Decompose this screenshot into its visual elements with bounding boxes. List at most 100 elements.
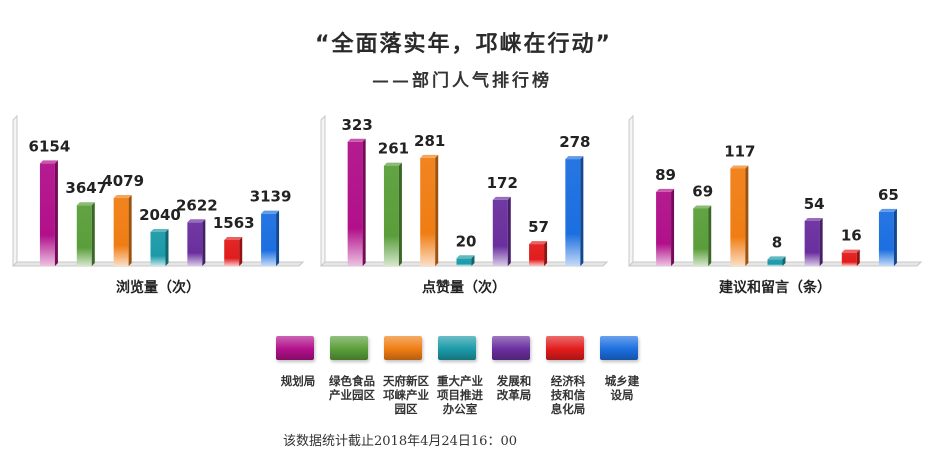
bar-2-1 — [347, 141, 363, 266]
legend-swatch — [276, 336, 314, 360]
legend-swatch — [438, 336, 476, 360]
bar-top-3-2 — [693, 205, 712, 209]
legend-label: 经济科 技和信 息化局 — [550, 374, 586, 416]
bar-side-1-1 — [54, 160, 58, 266]
bar-side-1-4 — [165, 229, 169, 266]
data-label-3-2: 69 — [692, 183, 713, 201]
axis-label-2: 点赞量（次） — [422, 279, 506, 296]
legend-item: 经济科 技和信 息化局 — [540, 336, 596, 416]
legend-swatch — [546, 336, 584, 360]
bar-1-2 — [76, 205, 92, 266]
bar-top-3-1 — [656, 188, 675, 192]
bar-top-2-1 — [347, 138, 366, 142]
bar-side-1-7 — [276, 210, 280, 266]
bar-side-3-5 — [819, 218, 823, 266]
bar-3-5 — [804, 221, 820, 266]
data-label-2-7: 278 — [559, 133, 590, 151]
bar-side-1-6 — [239, 236, 243, 266]
footnote: 该数据统计截止2018年4月24日16：00 — [283, 434, 517, 449]
bar-side-2-5 — [507, 196, 511, 266]
bar-3-6 — [841, 252, 857, 266]
data-label-1-1: 6154 — [29, 137, 71, 155]
data-label-1-3: 4079 — [102, 172, 144, 190]
bar-2-2 — [383, 165, 399, 266]
data-label-2-4: 20 — [456, 232, 477, 250]
bar-top-3-7 — [878, 208, 897, 212]
data-label-1-5: 2622 — [176, 196, 218, 214]
bar-1-6 — [224, 239, 240, 266]
bar-top-2-2 — [383, 162, 402, 166]
legend-item: 重大产业 项目推进 办公室 — [432, 336, 488, 416]
bar-side-1-3 — [128, 195, 132, 266]
legend-label: 绿色食品 产业园区 — [329, 374, 375, 402]
data-label-1-2: 3647 — [65, 179, 107, 197]
bar-3-4 — [767, 259, 783, 266]
bar-side-2-7 — [580, 156, 584, 266]
bar-1-1 — [39, 163, 55, 266]
bar-3-2 — [693, 208, 709, 266]
legend-swatch — [600, 336, 638, 360]
page-title: “全面落实年，邛崃在行动” — [315, 32, 612, 57]
legend-item: 绿色食品 产业园区 — [324, 336, 380, 402]
bar-2-3 — [420, 157, 436, 266]
data-label-2-5: 172 — [487, 174, 518, 192]
data-label-2-2: 261 — [378, 140, 409, 158]
bar-side-2-2 — [398, 162, 402, 266]
bar-side-3-7 — [893, 208, 897, 266]
bar-top-1-2 — [76, 202, 95, 206]
data-label-3-3: 117 — [724, 143, 755, 161]
legend-item: 城乡建 设局 — [594, 336, 650, 402]
bar-top-2-7 — [565, 156, 584, 160]
bar-side-3-6 — [856, 249, 860, 266]
bar-2-5 — [492, 199, 508, 266]
bar-side-1-5 — [202, 219, 206, 266]
legend: 规划局 绿色食品 产业园区 天府新区 邛崃产业 园区 重大产业 项目推进 办公室 发展和… — [270, 336, 650, 436]
bar-top-1-1 — [39, 160, 58, 164]
data-label-3-5: 54 — [804, 195, 825, 213]
bar-top-2-4 — [456, 255, 475, 259]
bar-side-2-6 — [544, 241, 548, 266]
legend-label: 规划局 — [280, 374, 316, 388]
bar-3-3 — [730, 168, 746, 266]
bar-2-6 — [529, 244, 545, 266]
bar-side-3-3 — [745, 165, 749, 266]
axis-label-1: 浏览量（次） — [116, 279, 200, 296]
bar-side-2-3 — [435, 154, 439, 266]
data-label-3-7: 65 — [878, 186, 899, 204]
legend-swatch — [492, 336, 530, 360]
legend-item: 发展和 改革局 — [486, 336, 542, 402]
bar-top-1-7 — [261, 210, 280, 214]
bar-top-1-5 — [187, 219, 206, 223]
bar-2-7 — [565, 159, 581, 266]
bar-side-3-2 — [708, 205, 712, 266]
legend-swatch — [330, 336, 368, 360]
legend-item: 天府新区 邛崃产业 园区 — [378, 336, 434, 416]
bar-top-3-3 — [730, 165, 749, 169]
chart-panel-2: 323 261 281 20 172 57 278 点赞量（次） — [319, 114, 609, 296]
bar-top-1-3 — [113, 195, 132, 199]
bar-side-1-2 — [91, 202, 95, 266]
data-label-3-6: 16 — [841, 227, 862, 245]
legend-label: 城乡建 设局 — [604, 374, 640, 402]
bar-side-2-1 — [362, 138, 366, 266]
legend-item: 规划局 — [270, 336, 326, 388]
data-label-1-7: 3139 — [250, 188, 292, 206]
bar-top-1-4 — [150, 229, 169, 232]
bar-top-3-6 — [841, 249, 860, 253]
data-label-2-1: 323 — [341, 116, 372, 134]
legend-label: 天府新区 邛崃产业 园区 — [383, 374, 429, 416]
data-label-1-4: 2040 — [139, 206, 181, 224]
chart-panel-3: 89 69 117 8 54 16 65 建议和留言（条） — [627, 114, 923, 296]
axis-label-3: 建议和留言（条） — [719, 279, 831, 296]
bar-side-3-4 — [782, 256, 786, 266]
legend-label: 重大产业 项目推进 办公室 — [437, 374, 483, 416]
bar-side-3-1 — [671, 188, 675, 266]
legend-label: 发展和 改革局 — [496, 374, 532, 402]
bar-3-7 — [878, 211, 894, 266]
data-label-3-1: 89 — [655, 166, 676, 184]
bar-top-3-5 — [804, 218, 823, 221]
bar-top-1-6 — [224, 236, 243, 240]
bar-top-2-6 — [529, 241, 548, 245]
bar-1-4 — [150, 232, 166, 266]
